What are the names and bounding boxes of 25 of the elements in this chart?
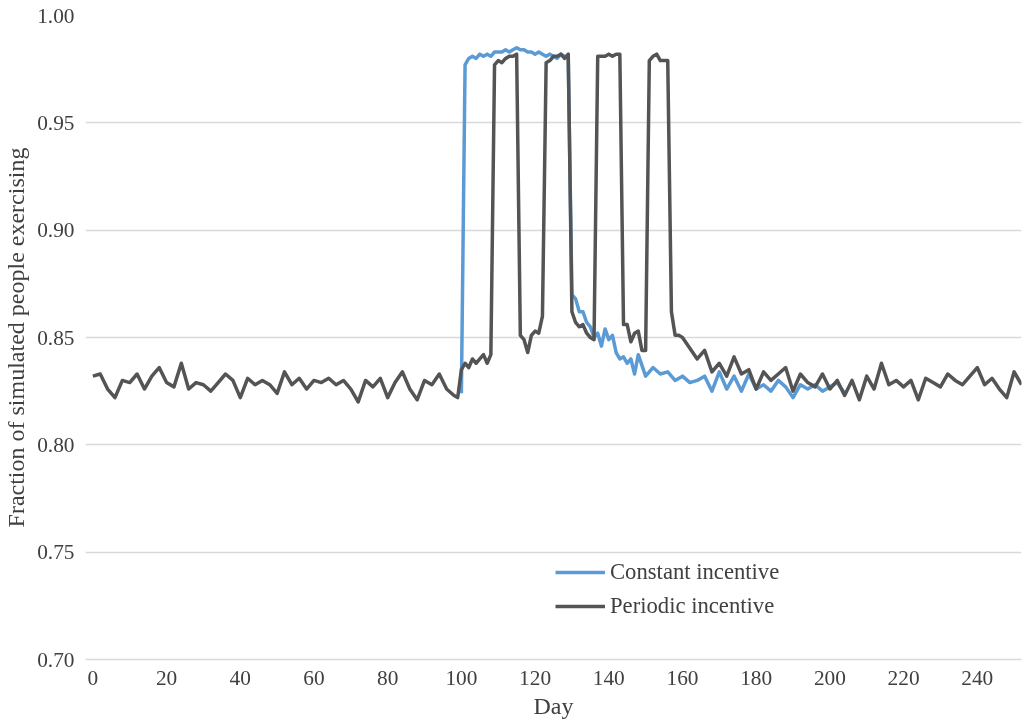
y-axis-title: Fraction of simulated people exercising <box>3 147 30 528</box>
x-tick-label: 80 <box>377 665 399 690</box>
x-tick-label: 100 <box>445 665 478 690</box>
y-tick-label: 0.70 <box>37 647 75 672</box>
x-tick-label: 120 <box>519 665 552 690</box>
y-tick-label: 0.90 <box>37 218 75 243</box>
y-tick-label: 0.75 <box>37 540 75 565</box>
x-tick-label: 60 <box>303 665 325 690</box>
x-tick-label: 200 <box>813 665 846 690</box>
x-tick-label: 240 <box>961 665 994 690</box>
y-tick-label: 0.95 <box>37 110 75 135</box>
x-tick-label: 0 <box>87 665 99 690</box>
x-tick-label: 160 <box>666 665 699 690</box>
x-tick-label: 40 <box>229 665 251 690</box>
x-axis-title: Day <box>533 692 574 719</box>
y-tick-label: 1.00 <box>37 3 75 28</box>
y-tick-label: 0.80 <box>37 432 75 457</box>
x-tick-label: 180 <box>740 665 773 690</box>
legend-label: Constant incentive <box>610 559 780 585</box>
x-tick-label: 20 <box>155 665 178 690</box>
x-tick-label: 220 <box>887 665 920 690</box>
x-tick-label: 140 <box>592 665 625 690</box>
y-tick-label: 0.85 <box>37 325 75 350</box>
line-series <box>91 52 1022 404</box>
legend-label: Periodic incentive <box>610 593 775 619</box>
